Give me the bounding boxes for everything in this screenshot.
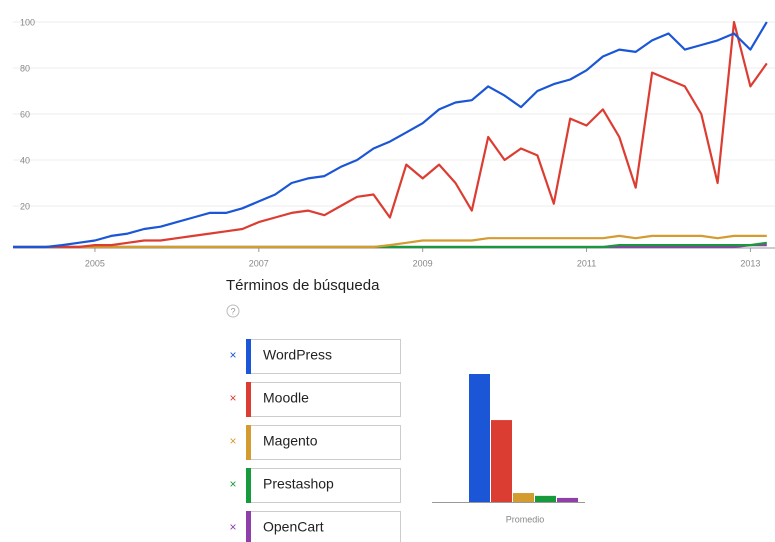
x-tick-label: 2011	[577, 258, 596, 268]
legend-swatch	[246, 511, 251, 542]
series-line	[13, 234, 767, 249]
bar	[491, 420, 512, 502]
bar	[513, 493, 534, 502]
search-terms-heading: Términos de búsqueda	[226, 277, 380, 294]
x-tick-label: 2005	[85, 258, 105, 268]
y-tick-label: 60	[20, 109, 30, 119]
legend-box[interactable]	[246, 382, 401, 417]
legend-box[interactable]	[246, 425, 401, 460]
legend-label: Moodle	[263, 390, 309, 406]
legend-swatch	[246, 382, 251, 417]
bar-category-label: Promedio	[506, 514, 545, 524]
help-icon-text: ?	[230, 306, 235, 316]
remove-term[interactable]: ×	[229, 391, 236, 405]
series-line	[13, 21, 768, 249]
remove-term[interactable]: ×	[229, 520, 236, 534]
remove-term[interactable]: ×	[229, 434, 236, 448]
help-icon[interactable]	[226, 304, 240, 318]
x-tick-label: 2009	[413, 258, 433, 268]
bar	[557, 497, 578, 502]
y-tick-label: 40	[20, 155, 30, 165]
y-tick-label: 80	[20, 63, 30, 73]
legend-box[interactable]	[246, 468, 401, 503]
y-tick-label: 20	[20, 201, 30, 211]
remove-term[interactable]: ×	[229, 477, 236, 491]
y-tick-label: 100	[20, 17, 35, 27]
bar	[469, 374, 490, 502]
x-tick-label: 2007	[249, 258, 269, 268]
legend-label: WordPress	[263, 347, 332, 363]
x-tick-label: 2013	[740, 258, 760, 268]
legend-swatch	[246, 468, 251, 503]
legend-label: Magento	[263, 433, 318, 449]
series-line	[13, 20, 768, 249]
legend-swatch	[246, 339, 251, 374]
legend-label: Prestashop	[263, 476, 334, 492]
legend-label: OpenCart	[263, 519, 324, 535]
legend: × OpenCart × Prestashop × Magento × Moodle × Word…	[229, 339, 401, 542]
remove-term[interactable]: ×	[229, 348, 236, 362]
bar	[535, 495, 556, 502]
legend-swatch	[246, 425, 251, 460]
